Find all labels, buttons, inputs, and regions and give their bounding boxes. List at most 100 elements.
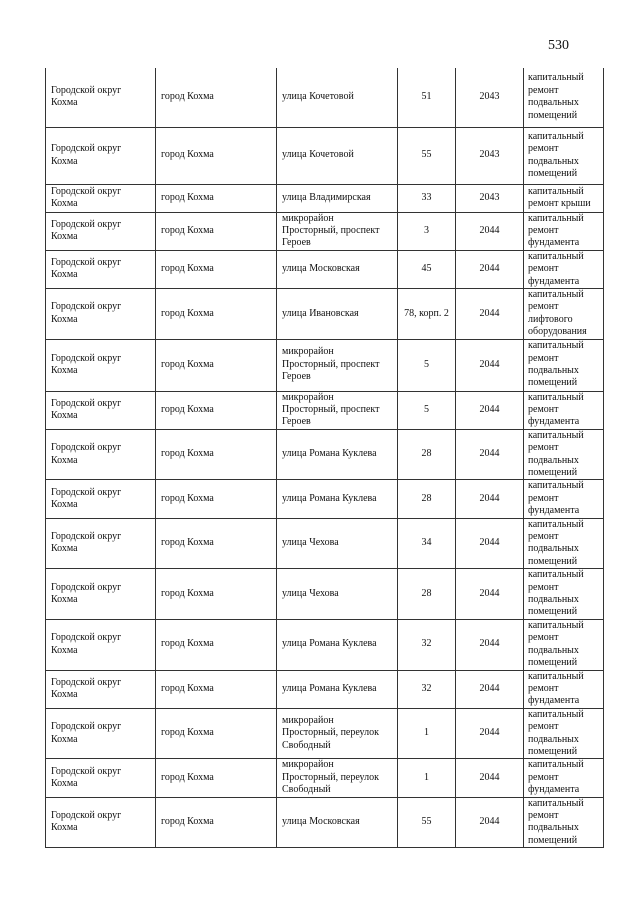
- table-row: Городской округ Кохма город Кохма улица Ко…: [45, 68, 604, 128]
- cell-district: Городской округ Кохма: [45, 796, 156, 849]
- cell-street: микрорайон Просторный, проспект Героев: [276, 211, 398, 251]
- cell-district: Городской округ Кохма: [45, 517, 156, 570]
- cell-house-number: 5: [397, 338, 456, 392]
- cell-district: Городской округ Кохма: [45, 249, 156, 289]
- cell-year: 2044: [455, 758, 524, 798]
- cell-settlement: город Кохма: [155, 211, 277, 251]
- cell-year: 2044: [455, 796, 524, 849]
- table-row: Городской округ Кохма город Кохма улица Че…: [45, 568, 604, 620]
- cell-house-number: 28: [397, 428, 456, 481]
- table-row: Городской округ Кохма город Кохма микрорай…: [45, 707, 604, 760]
- cell-settlement: город Кохма: [155, 338, 277, 392]
- cell-house-number: 55: [397, 796, 456, 849]
- cell-settlement: город Кохма: [155, 287, 277, 340]
- cell-street: улица Чехова: [276, 517, 398, 570]
- cell-district: Городской округ Кохма: [45, 211, 156, 251]
- cell-settlement: город Кохма: [155, 390, 277, 430]
- cell-work-type: капитальный ремонт лифтового оборудовани…: [523, 287, 604, 340]
- cell-year: 2044: [455, 390, 524, 430]
- table-row: Городской округ Кохма город Кохма улица Ро…: [45, 428, 604, 481]
- cell-work-type: капитальный ремонт фундамента: [523, 249, 604, 289]
- cell-settlement: город Кохма: [155, 428, 277, 481]
- cell-street: улица Московская: [276, 249, 398, 289]
- page-number: 530: [548, 38, 569, 53]
- cell-district: Городской округ Кохма: [45, 669, 156, 709]
- cell-year: 2044: [455, 211, 524, 251]
- cell-house-number: 45: [397, 249, 456, 289]
- table-row: Городской округ Кохма город Кохма улица Мо…: [45, 796, 604, 849]
- cell-year: 2043: [455, 68, 524, 128]
- cell-work-type: капитальный ремонт подвальных помещений: [523, 796, 604, 849]
- cell-district: Городской округ Кохма: [45, 126, 156, 185]
- table-row: Городской округ Кохма город Кохма микрорай…: [45, 758, 604, 798]
- table-row: Городской округ Кохма город Кохма микрорай…: [45, 390, 604, 430]
- cell-district: Городской округ Кохма: [45, 287, 156, 340]
- cell-year: 2044: [455, 479, 524, 519]
- cell-year: 2044: [455, 618, 524, 671]
- cell-district: Городской округ Кохма: [45, 183, 156, 213]
- cell-street: улица Ивановская: [276, 287, 398, 340]
- cell-street: улица Владимирская: [276, 183, 398, 213]
- cell-year: 2044: [455, 568, 524, 620]
- cell-house-number: 51: [397, 68, 456, 128]
- table-row: Городской округ Кохма город Кохма улица Ро…: [45, 669, 604, 709]
- cell-house-number: 32: [397, 669, 456, 709]
- cell-house-number: 28: [397, 479, 456, 519]
- cell-settlement: город Кохма: [155, 183, 277, 213]
- table-row: Городской округ Кохма город Кохма улица Мо…: [45, 249, 604, 289]
- cell-street: улица Романа Куклева: [276, 428, 398, 481]
- cell-year: 2044: [455, 669, 524, 709]
- cell-street: улица Романа Куклева: [276, 669, 398, 709]
- table-row: Городской округ Кохма город Кохма улица Ро…: [45, 479, 604, 519]
- cell-settlement: город Кохма: [155, 758, 277, 798]
- cell-street: микрорайон Просторный, переулок Свободны…: [276, 707, 398, 760]
- cell-street: улица Московская: [276, 796, 398, 849]
- cell-house-number: 34: [397, 517, 456, 570]
- repair-schedule-table: Городской округ Кохма город Кохма улица Ко…: [45, 68, 604, 849]
- table-row: Городской округ Кохма город Кохма улица Вл…: [45, 183, 604, 213]
- cell-street: улица Кочетовой: [276, 126, 398, 185]
- cell-year: 2043: [455, 183, 524, 213]
- cell-house-number: 3: [397, 211, 456, 251]
- cell-district: Городской округ Кохма: [45, 707, 156, 760]
- table-row: Городской округ Кохма город Кохма улица Че…: [45, 517, 604, 570]
- cell-street: микрорайон Просторный, проспект Героев: [276, 390, 398, 430]
- cell-house-number: 78, корп. 2: [397, 287, 456, 340]
- cell-street: улица Чехова: [276, 568, 398, 620]
- cell-year: 2043: [455, 126, 524, 185]
- cell-work-type: капитальный ремонт подвальных помещений: [523, 707, 604, 760]
- cell-house-number: 33: [397, 183, 456, 213]
- table-row: Городской округ Кохма город Кохма улица Ко…: [45, 126, 604, 185]
- cell-street: микрорайон Просторный, переулок Свободны…: [276, 758, 398, 798]
- cell-work-type: капитальный ремонт подвальных помещений: [523, 517, 604, 570]
- cell-year: 2044: [455, 517, 524, 570]
- cell-work-type: капитальный ремонт подвальных помещений: [523, 618, 604, 671]
- cell-work-type: капитальный ремонт подвальных помещений: [523, 126, 604, 185]
- cell-settlement: город Кохма: [155, 707, 277, 760]
- cell-house-number: 5: [397, 390, 456, 430]
- cell-settlement: город Кохма: [155, 618, 277, 671]
- cell-work-type: капитальный ремонт фундамента: [523, 479, 604, 519]
- cell-street: микрорайон Просторный, проспект Героев: [276, 338, 398, 392]
- cell-house-number: 55: [397, 126, 456, 185]
- cell-work-type: капитальный ремонт подвальных помещений: [523, 68, 604, 128]
- cell-settlement: город Кохма: [155, 249, 277, 289]
- cell-settlement: город Кохма: [155, 68, 277, 128]
- cell-settlement: город Кохма: [155, 517, 277, 570]
- cell-district: Городской округ Кохма: [45, 479, 156, 519]
- cell-year: 2044: [455, 249, 524, 289]
- cell-work-type: капитальный ремонт подвальных помещений: [523, 568, 604, 620]
- cell-work-type: капитальный ремонт крыши: [523, 183, 604, 213]
- cell-settlement: город Кохма: [155, 479, 277, 519]
- cell-street: улица Романа Куклева: [276, 479, 398, 519]
- cell-year: 2044: [455, 287, 524, 340]
- cell-district: Городской округ Кохма: [45, 568, 156, 620]
- table-row: Городской округ Кохма город Кохма микрорай…: [45, 211, 604, 251]
- cell-street: улица Романа Куклева: [276, 618, 398, 671]
- cell-work-type: капитальный ремонт фундамента: [523, 390, 604, 430]
- cell-district: Городской округ Кохма: [45, 68, 156, 128]
- cell-settlement: город Кохма: [155, 796, 277, 849]
- cell-year: 2044: [455, 338, 524, 392]
- table-row: Городской округ Кохма город Кохма улица Ив…: [45, 287, 604, 340]
- cell-work-type: капитальный ремонт подвальных помещений: [523, 338, 604, 392]
